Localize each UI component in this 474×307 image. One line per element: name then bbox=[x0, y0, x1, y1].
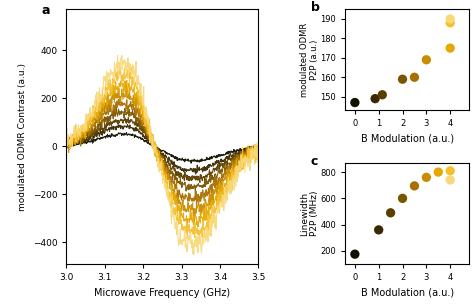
Point bbox=[423, 175, 430, 180]
Y-axis label: modulated ODMR Contrast (a.u.): modulated ODMR Contrast (a.u.) bbox=[18, 63, 27, 211]
Point bbox=[423, 57, 430, 62]
Point bbox=[410, 183, 418, 188]
Point bbox=[447, 20, 454, 25]
Point bbox=[378, 92, 386, 97]
Y-axis label: modulated ODMR
P2P (a.u.): modulated ODMR P2P (a.u.) bbox=[300, 23, 319, 97]
Text: c: c bbox=[310, 155, 318, 168]
Text: b: b bbox=[310, 1, 319, 14]
Point bbox=[351, 100, 359, 105]
Point bbox=[351, 252, 359, 257]
Point bbox=[399, 196, 406, 201]
Point bbox=[387, 210, 394, 215]
Point bbox=[399, 77, 406, 82]
X-axis label: B Modulation (a.u.): B Modulation (a.u.) bbox=[361, 288, 454, 297]
Point bbox=[375, 227, 383, 232]
Point bbox=[410, 75, 418, 80]
Point bbox=[371, 96, 379, 101]
Point bbox=[447, 46, 454, 51]
Text: a: a bbox=[41, 4, 50, 17]
Point bbox=[447, 168, 454, 173]
Y-axis label: Linewidth
P2P (MHz): Linewidth P2P (MHz) bbox=[300, 191, 319, 236]
Point bbox=[447, 177, 454, 182]
Point bbox=[447, 17, 454, 21]
X-axis label: B Modulation (a.u.): B Modulation (a.u.) bbox=[361, 134, 454, 144]
X-axis label: Microwave Frequency (GHz): Microwave Frequency (GHz) bbox=[94, 288, 230, 297]
Point bbox=[435, 170, 442, 175]
